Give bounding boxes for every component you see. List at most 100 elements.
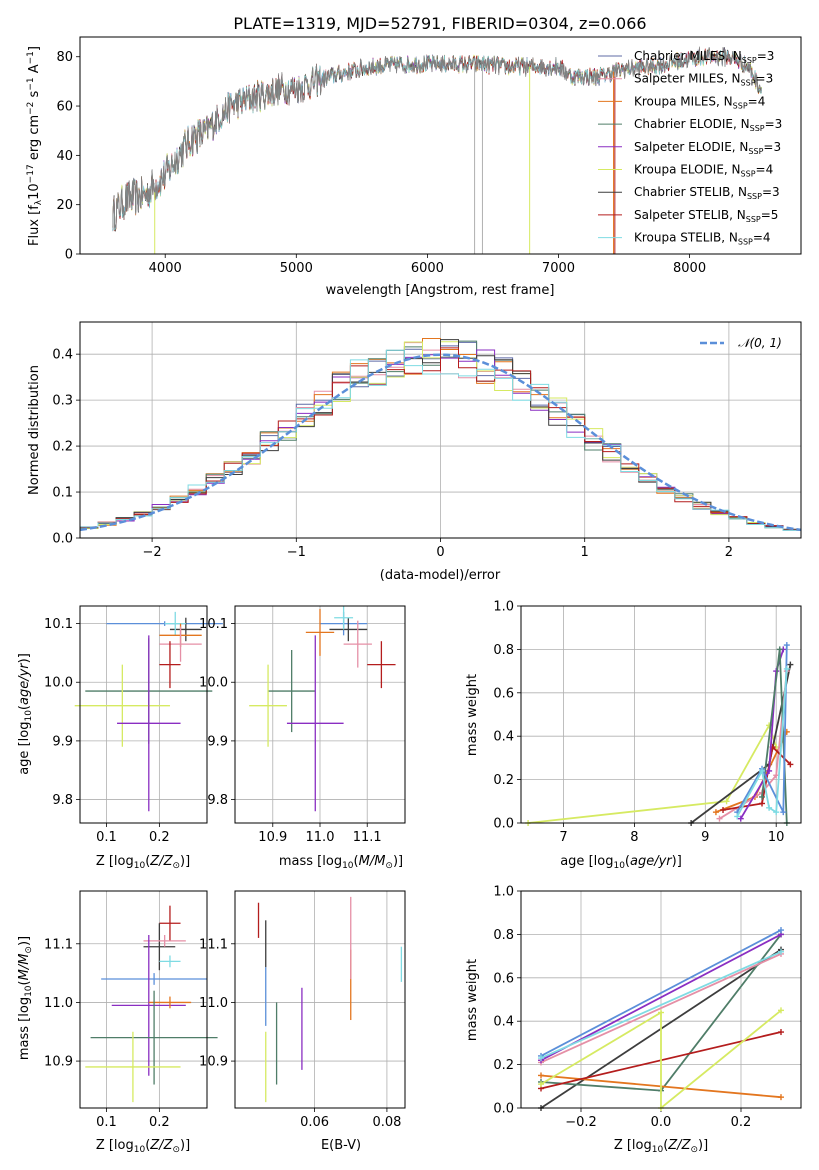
spectrum-ytick-label: 40	[56, 149, 73, 164]
spectrum-panel: PLATE=1319, MJD=52791, FIBERID=0304, z=0…	[26, 14, 802, 298]
weight-vs-age-ytick-label: 0.6	[493, 686, 514, 701]
histogram-xtick-label: −2	[143, 545, 162, 560]
age-vs-mass-ytick-label: 10.1	[199, 617, 228, 632]
svg-text:age [log10(age/yr)]: age [log10(age/yr)]	[560, 854, 682, 871]
weight-vs-z-series-line	[540, 950, 782, 1059]
mass-vs-ebv-ytick-label: 10.9	[199, 1055, 228, 1070]
mass-vs-ebv-panel: 0.06 0.08 10.9 11.0 11.1	[199, 890, 406, 1130]
mass-vs-z-xtick-label: 0.1	[96, 1115, 117, 1130]
spectrum-ytick-label: 20	[56, 198, 73, 213]
normal-reference-curve	[79, 353, 802, 532]
svg-text:Flux [fλ10−17 erg cm−2 s−1 A−1: Flux [fλ10−17 erg cm−2 s−1 A−1]	[26, 46, 44, 246]
svg-text:mass [log10(M/M⊙)]: mass [log10(M/M⊙)]	[17, 936, 34, 1060]
mass-vs-ebv-frame	[234, 890, 406, 1109]
histogram-ytick-label: 0.1	[52, 486, 73, 501]
weight-vs-z-series-line	[540, 953, 782, 1064]
histogram-ytick-label: 0.3	[52, 394, 73, 409]
weight-vs-age-xtick-label: 7	[559, 830, 567, 845]
spectrum-xlabel: wavelength [Angstrom, rest frame]	[326, 283, 555, 298]
legend-label: Salpeter MILES, NSSP=3	[634, 72, 773, 88]
histogram-xtick-label: 2	[725, 545, 733, 560]
weight-vs-age-xtick-label: 9	[701, 830, 709, 845]
spectrum-ytick-label: 0	[65, 248, 73, 263]
age-vs-z-ytick-label: 9.8	[52, 793, 73, 808]
age-z-xlabel: Z [log10(Z/Z⊙)]	[96, 854, 190, 871]
weight-age-xlabel: age [log10(age/yr)]	[560, 854, 682, 871]
age-vs-mass-frame	[234, 605, 406, 824]
weight-vs-z-ytick-label: 0.8	[493, 928, 514, 943]
weight-vs-age-series-line	[528, 723, 778, 824]
histogram-step-line	[79, 349, 802, 538]
weight-vs-z-frame	[520, 890, 802, 1109]
age-vs-z-panel: 0.1 0.2 9.8 9.9 10.0 10.1	[44, 605, 223, 845]
histogram-ylabel: Normed distribution	[27, 365, 42, 495]
weight-vs-age-panel: 7 8 9 10 0.0 0.2 0.4 0.6 0.8 1.0	[493, 600, 802, 845]
legend-label: Chabrier MILES, NSSP=3	[634, 49, 774, 65]
mass-vs-z-xtick-label: 0.2	[149, 1115, 170, 1130]
histogram-frame	[79, 321, 802, 539]
histogram-xtick-label: −1	[287, 545, 306, 560]
legend-label: Salpeter STELIB, NSSP=5	[634, 208, 778, 224]
svg-text:age [log10(age/yr)]: age [log10(age/yr)]	[17, 653, 34, 775]
svg-text:Z [log10(Z/Z⊙)]: Z [log10(Z/Z⊙)]	[96, 854, 190, 871]
weight-vs-z-ytick-label: 0.6	[493, 971, 514, 986]
spectrum-xtick-label: 8000	[673, 261, 706, 276]
age-vs-mass-xtick-label: 11.0	[306, 830, 335, 845]
weight-vs-age-xtick-label: 10	[768, 830, 785, 845]
legend-label: Chabrier STELIB, NSSP=3	[634, 185, 780, 201]
weight-vs-z-ytick-label: 0.0	[493, 1102, 514, 1117]
age-vs-mass-ytick-label: 10.0	[199, 676, 228, 691]
legend-label: Kroupa MILES, NSSP=4	[634, 94, 765, 110]
weight-vs-z-xtick-label: −0.2	[565, 1115, 597, 1130]
age-vs-mass-ytick-label: 9.9	[207, 734, 228, 749]
histogram-xtick-label: 1	[581, 545, 589, 560]
histogram-ytick-label: 0.4	[52, 348, 73, 363]
histogram-ytick-label: 0.0	[52, 532, 73, 547]
histogram-xlabel: (data-model)/error	[380, 568, 501, 583]
mass-vs-ebv-ytick-label: 11.0	[199, 996, 228, 1011]
spectrum-xtick-label: 7000	[542, 261, 575, 276]
spectrum-xtick-label: 4000	[149, 261, 182, 276]
histogram-legend: 𝒩(0, 1)	[700, 336, 782, 350]
weight-vs-z-ytick-label: 0.4	[493, 1015, 514, 1030]
weight-age-ylabel: mass weight	[465, 674, 480, 756]
lower-axis-labels: age [log10(age/yr)] Z [log10(Z/Z⊙)] mass…	[17, 653, 708, 1155]
weight-vs-z-ytick-label: 1.0	[493, 885, 514, 900]
mass-vs-z-ytick-label: 10.9	[44, 1055, 73, 1070]
mass-vs-ebv-xtick-label: 0.08	[372, 1115, 401, 1130]
weight-vs-z-series-line	[540, 1009, 782, 1110]
spectrum-ytick-label: 80	[56, 50, 73, 65]
weight-vs-age-series-line	[736, 645, 788, 813]
svg-text:Z [log10(Z/Z⊙)]: Z [log10(Z/Z⊙)]	[96, 1138, 190, 1155]
age-vs-z-ytick-label: 9.9	[52, 734, 73, 749]
weight-vs-age-ytick-label: 1.0	[493, 600, 514, 615]
mass-vs-z-frame	[79, 890, 208, 1109]
weight-vs-age-ytick-label: 0.8	[493, 643, 514, 658]
age-vs-mass-panel: 10.9 11.0 11.1 9.8 9.9 10.0 10.1	[199, 605, 406, 845]
mass-ebv-xlabel: E(B-V)	[321, 1138, 361, 1153]
mass-vs-z-panel: 0.1 0.2 10.9 11.0 11.1	[44, 890, 218, 1130]
weight-vs-z-ytick-label: 0.2	[493, 1058, 514, 1073]
svg-text:Z [log10(Z/Z⊙)]: Z [log10(Z/Z⊙)]	[614, 1138, 708, 1155]
weight-vs-age-ytick-label: 0.0	[493, 817, 514, 832]
weight-vs-z-xtick-label: 0.2	[731, 1115, 752, 1130]
spectrum-title: PLATE=1319, MJD=52791, FIBERID=0304, z=0…	[233, 14, 646, 33]
weight-vs-z-series-line	[540, 933, 782, 1062]
legend-label: Kroupa ELODIE, NSSP=4	[634, 163, 773, 179]
weight-vs-age-ytick-label: 0.4	[493, 730, 514, 745]
age-z-ylabel: age [log10(age/yr)]	[17, 653, 34, 775]
histogram-xtick-label: 0	[436, 545, 444, 560]
age-vs-mass-xtick-label: 10.9	[258, 830, 287, 845]
spectrum-xtick-label: 5000	[280, 261, 313, 276]
age-vs-mass-ytick-label: 9.8	[207, 793, 228, 808]
normal-curve-legend-label: 𝒩(0, 1)	[738, 336, 782, 350]
spectrum-ylabel: Flux [fλ10−17 erg cm−2 s−1 A−1]	[26, 46, 44, 246]
age-vs-z-ytick-label: 10.0	[44, 676, 73, 691]
mass-vs-ebv-xtick-label: 0.06	[300, 1115, 329, 1130]
weight-vs-age-xtick-label: 8	[630, 830, 638, 845]
spectrum-frame	[79, 36, 802, 255]
age-vs-z-xtick-label: 0.2	[149, 830, 170, 845]
age-vs-z-ytick-label: 10.1	[44, 617, 73, 632]
mass-vs-z-ytick-label: 11.0	[44, 996, 73, 1011]
